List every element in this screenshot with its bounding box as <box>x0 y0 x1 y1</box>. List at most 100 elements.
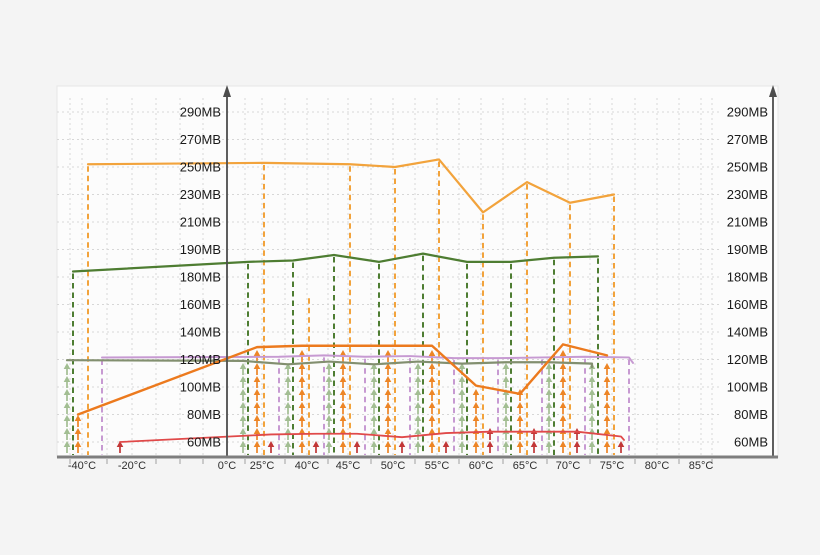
arrow-head-up-icon <box>603 389 611 395</box>
sage-green-line <box>65 359 594 369</box>
arrow-head-up-icon <box>458 441 466 447</box>
arrow-head-up-icon <box>253 402 261 408</box>
y-tick-label-right: 140MB <box>727 325 768 340</box>
arrow-head-up-icon <box>588 402 596 408</box>
arrow-head-up-icon <box>284 402 292 408</box>
arrow-head-up-icon <box>298 402 306 408</box>
arrow-head-up-icon <box>545 415 553 421</box>
arrow-head-up-icon <box>428 441 436 447</box>
y-tick-label-left: 270MB <box>180 132 221 147</box>
arrow-head-up-icon <box>74 415 82 421</box>
arrow-head-up-icon <box>298 363 306 369</box>
x-tick-label: 65°C <box>513 460 538 472</box>
x-tick-label: 55°C <box>425 460 450 472</box>
arrow-head-up-icon <box>312 441 320 447</box>
arrow-head-up-icon <box>284 376 292 382</box>
arrow-head-up-icon <box>63 402 71 408</box>
arrow-head-up-icon <box>588 441 596 447</box>
arrow-head-up-icon <box>370 376 378 382</box>
arrow-head-up-icon <box>516 402 524 408</box>
arrow-head-up-icon <box>428 415 436 421</box>
arrow-head-up-icon <box>339 428 347 434</box>
arrow-head-up-icon <box>253 415 261 421</box>
arrow-head-up-icon <box>63 389 71 395</box>
arrow-head-up-icon <box>458 389 466 395</box>
arrow-head-up-icon <box>325 402 333 408</box>
arrow-head-up-icon <box>384 402 392 408</box>
arrow-head-up-icon <box>384 363 392 369</box>
orange-line <box>76 343 609 416</box>
arrow-head-up-icon <box>298 415 306 421</box>
arrow-head-up-icon <box>239 402 247 408</box>
arrow-head-up-icon <box>428 402 436 408</box>
arrow-head-up-icon <box>267 441 275 447</box>
arrow-head-up-icon <box>239 363 247 369</box>
arrow-head-up-icon <box>370 441 378 447</box>
arrow-head-up-icon <box>298 441 306 447</box>
amber-line <box>86 158 616 214</box>
arrow-head-up-icon <box>414 402 422 408</box>
arrow-head-up-icon <box>559 350 567 356</box>
arrow-head-up-icon <box>398 441 406 447</box>
y-tick-label-right: 100MB <box>727 380 768 395</box>
arrow-head-up-icon <box>588 376 596 382</box>
arrow-head-up-icon <box>298 428 306 434</box>
y-tick-label-left: 210MB <box>180 215 221 230</box>
arrow-head-up-icon <box>325 389 333 395</box>
arrow-head-up-icon <box>239 389 247 395</box>
x-tick-label: -20°C <box>118 460 146 472</box>
arrow-head-up-icon <box>63 428 71 434</box>
y-tick-label-right: 230MB <box>727 187 768 202</box>
y-tick-label-right: 250MB <box>727 160 768 175</box>
arrow-head-up-icon <box>384 428 392 434</box>
arrow-head-up-icon <box>458 402 466 408</box>
x-tick-label: 60°C <box>469 460 494 472</box>
arrow-head-up-icon <box>486 441 494 447</box>
arrow-head-up-icon <box>339 363 347 369</box>
y-tick-label-right: 80MB <box>734 407 768 422</box>
y-tick-label-right: 210MB <box>727 215 768 230</box>
arrow-head-up-icon <box>603 441 611 447</box>
arrow-head-up-icon <box>325 376 333 382</box>
arrow-head-up-icon <box>239 428 247 434</box>
arrow-head-up-icon <box>559 415 567 421</box>
forest-green-line <box>71 252 600 273</box>
arrow-head-up-icon <box>502 441 510 447</box>
arrow-head-up-icon <box>502 402 510 408</box>
arrow-head-up-icon <box>116 441 124 447</box>
plum-line-stems <box>101 357 630 455</box>
arrow-head-up-icon <box>414 363 422 369</box>
arrow-head-up-icon <box>428 389 436 395</box>
arrow-head-up-icon <box>442 441 450 447</box>
arrow-head-up-icon <box>603 402 611 408</box>
arrow-head-up-icon <box>559 441 567 447</box>
y-tick-label-right: 290MB <box>727 105 768 120</box>
arrow-head-up-icon <box>559 363 567 369</box>
arrow-head-up-icon <box>472 402 480 408</box>
y-tick-label-left: 290MB <box>180 105 221 120</box>
arrow-head-up-icon <box>253 350 261 356</box>
red-line <box>119 430 625 443</box>
arrow-head-up-icon <box>325 363 333 369</box>
arrow-head-up-icon <box>545 389 553 395</box>
y-tick-label-right: 160MB <box>727 297 768 312</box>
arrow-head-up-icon <box>239 441 247 447</box>
y-axis-right-arrow-icon <box>769 85 777 97</box>
arrow-head-up-icon <box>339 376 347 382</box>
arrow-head-up-icon <box>414 441 422 447</box>
y-tick-label-right: 60MB <box>734 435 768 450</box>
x-tick-label: 25°C <box>250 460 275 472</box>
arrow-head-up-icon <box>458 363 466 369</box>
arrow-head-up-icon <box>253 428 261 434</box>
arrow-head-up-icon <box>588 415 596 421</box>
arrow-head-up-icon <box>239 376 247 382</box>
arrow-head-up-icon <box>559 376 567 382</box>
arrow-head-up-icon <box>253 363 261 369</box>
arrow-head-up-icon <box>253 389 261 395</box>
x-tick-label: 70°C <box>556 460 581 472</box>
arrow-head-up-icon <box>472 389 480 395</box>
y-tick-label-left: 180MB <box>180 270 221 285</box>
arrow-head-up-icon <box>384 376 392 382</box>
arrow-head-up-icon <box>370 389 378 395</box>
